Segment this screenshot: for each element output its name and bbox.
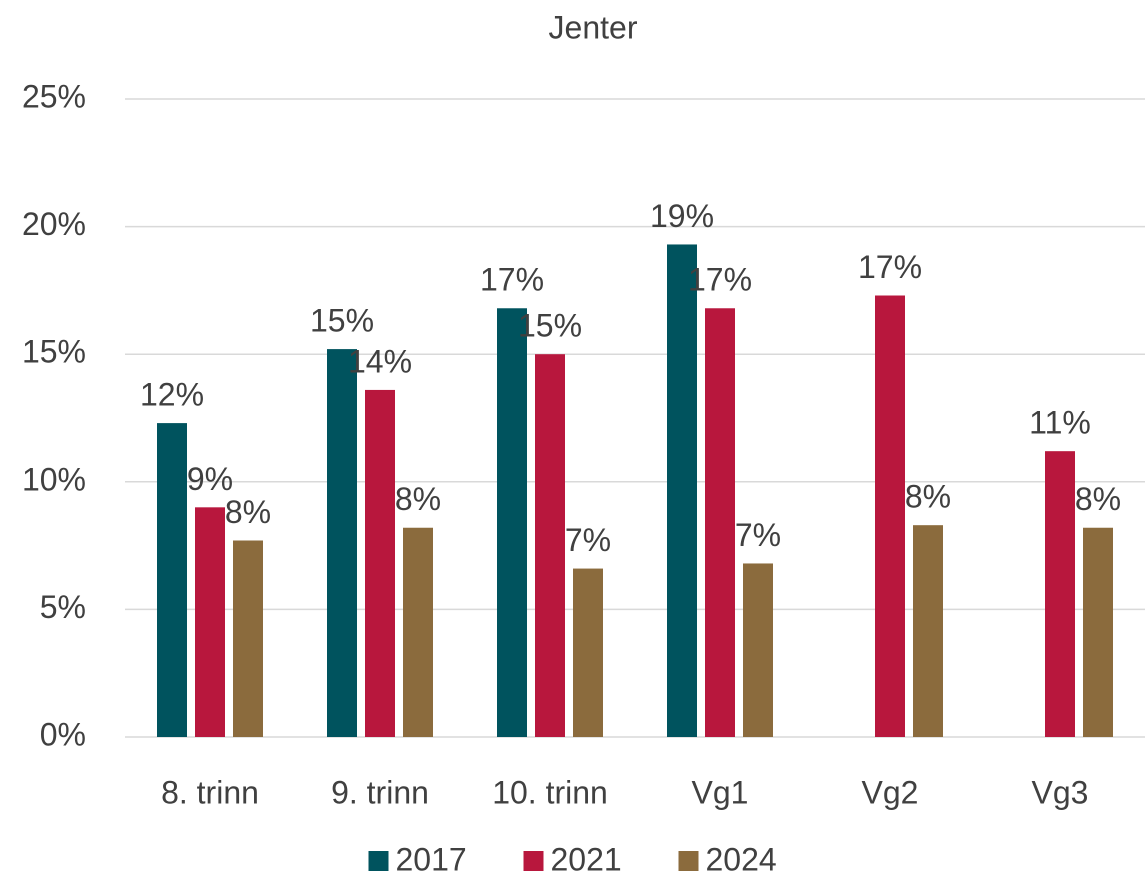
chart-title: Jenter xyxy=(549,9,638,45)
data-label: 15% xyxy=(518,308,582,344)
data-label: 17% xyxy=(858,249,922,285)
x-tick-label: 9. trinn xyxy=(331,774,429,810)
data-label: 7% xyxy=(565,522,611,558)
bar xyxy=(535,354,565,737)
data-label: 14% xyxy=(348,343,412,379)
legend-swatch xyxy=(523,851,544,871)
y-tick-label: 20% xyxy=(22,206,86,242)
bar xyxy=(573,568,603,737)
data-label: 7% xyxy=(735,517,781,553)
legend-swatch xyxy=(368,851,389,871)
y-tick-label: 0% xyxy=(40,716,86,752)
data-label: 11% xyxy=(1029,405,1091,441)
bar xyxy=(1045,451,1075,737)
data-label: 19% xyxy=(650,198,714,234)
data-label: 8% xyxy=(395,481,441,517)
data-label: 8% xyxy=(1075,481,1121,517)
y-tick-label: 5% xyxy=(40,589,86,625)
bar xyxy=(327,349,357,737)
x-tick-label: Vg3 xyxy=(1032,774,1089,810)
legend-label: 2024 xyxy=(706,841,777,877)
x-tick-label: Vg2 xyxy=(862,774,919,810)
data-label: 9% xyxy=(187,461,233,497)
bar xyxy=(195,507,225,737)
bar xyxy=(705,308,735,737)
bar xyxy=(743,563,773,737)
bar xyxy=(497,308,527,737)
legend-swatch xyxy=(678,851,699,871)
x-tick-label: 8. trinn xyxy=(161,774,259,810)
bar xyxy=(403,527,433,737)
x-tick-label: Vg1 xyxy=(692,774,749,810)
bar xyxy=(365,389,395,737)
data-label: 17% xyxy=(480,262,544,298)
y-tick-label: 25% xyxy=(22,78,86,114)
legend-label: 2021 xyxy=(551,841,622,877)
y-tick-label: 15% xyxy=(22,334,86,370)
bar xyxy=(157,423,187,737)
bar xyxy=(875,295,905,737)
bar xyxy=(667,244,697,738)
bar xyxy=(233,540,263,737)
data-label: 15% xyxy=(310,303,374,339)
bar xyxy=(1083,527,1113,737)
legend-label: 2017 xyxy=(396,841,467,877)
x-tick-label: 10. trinn xyxy=(492,774,608,810)
data-label: 17% xyxy=(688,262,752,298)
data-label: 8% xyxy=(225,494,271,530)
data-label: 8% xyxy=(905,479,951,515)
bar xyxy=(913,525,943,737)
data-label: 12% xyxy=(140,377,204,413)
y-tick-label: 10% xyxy=(22,461,86,497)
